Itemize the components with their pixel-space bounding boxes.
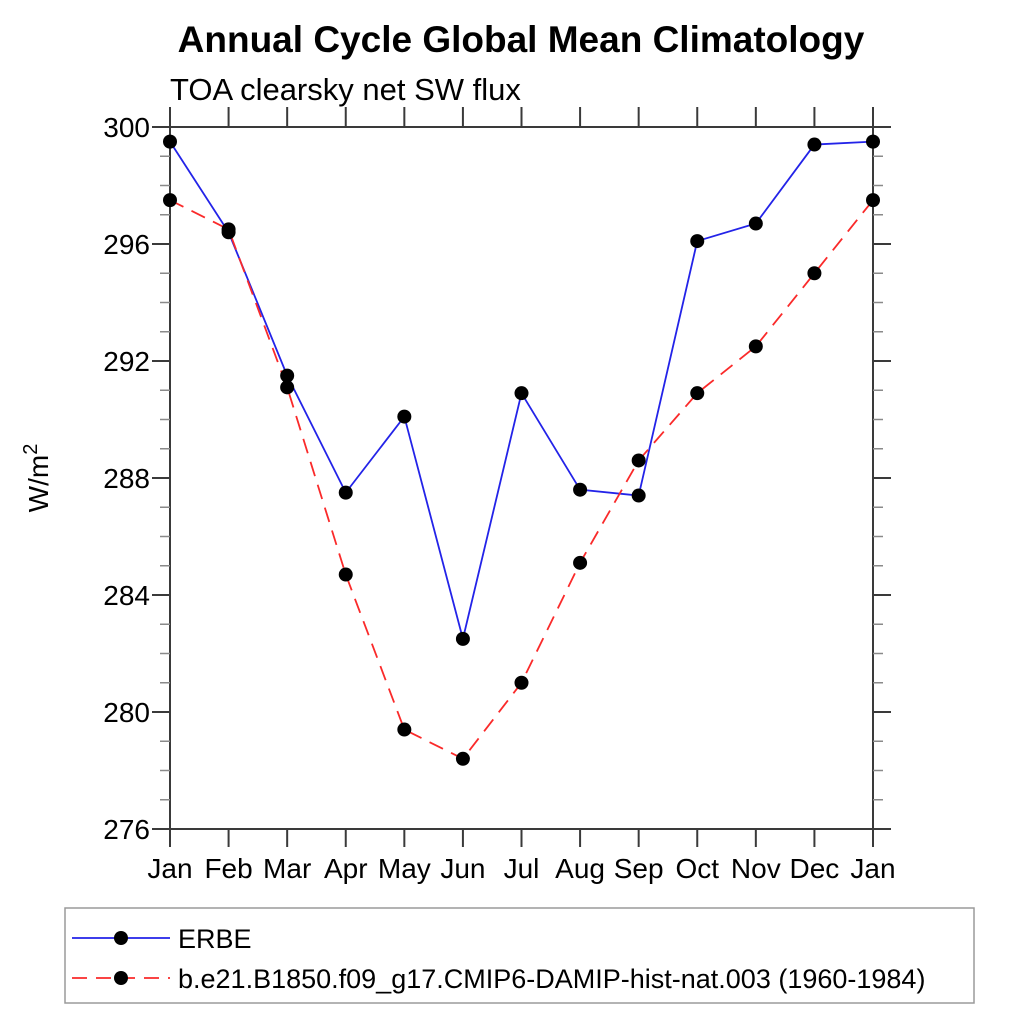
legend-label: ERBE — [178, 924, 252, 954]
x-tick-label: Dec — [790, 853, 840, 884]
data-point-marker-model — [338, 567, 353, 582]
y-axis-label-main: W/m — [23, 455, 54, 513]
data-point-marker-erbe — [514, 386, 529, 401]
data-point-marker-erbe — [866, 134, 880, 149]
legend-entry: ERBE — [72, 924, 252, 954]
y-tick-label: 280 — [103, 697, 150, 728]
y-tick-label: 288 — [103, 463, 150, 494]
x-tick-label: Jan — [850, 853, 895, 884]
x-tick-label: May — [378, 853, 431, 884]
x-tick-label: Mar — [263, 853, 311, 884]
data-point-marker-erbe — [748, 216, 763, 231]
data-point-marker-model — [280, 380, 295, 395]
data-point-marker-erbe — [573, 482, 588, 497]
y-tick-label: 284 — [103, 580, 150, 611]
data-point-marker-erbe — [397, 409, 412, 424]
legend-label: b.e21.B1850.f09_g17.CMIP6-DAMIP-hist-nat… — [178, 964, 925, 994]
data-point-marker-model — [748, 339, 763, 354]
y-tick-label: 276 — [103, 814, 150, 845]
data-point-marker-model — [221, 222, 236, 237]
plot-area: Jan Feb Mar Apr May Jun Jul Aug Sep Oct Nov Dec Jan 2… — [103, 107, 896, 884]
y-axis-label-superscript: 2 — [20, 444, 42, 455]
x-tick-label: Apr — [324, 853, 368, 884]
data-point-marker-model — [631, 453, 646, 468]
x-tick-label: Jun — [440, 853, 485, 884]
legend-marker — [114, 931, 128, 945]
legend-box — [64, 907, 975, 1004]
chart-title: Annual Cycle Global Mean Climatology — [178, 19, 865, 60]
plot-frame — [169, 126, 874, 830]
data-point-marker-model — [455, 751, 470, 766]
data-point-marker-model — [163, 193, 177, 208]
series-line-model — [169, 199, 874, 760]
x-tick-label: Sep — [614, 853, 664, 884]
y-tick-label: 296 — [103, 229, 150, 260]
data-point-marker-erbe — [690, 234, 705, 249]
legend-entry: b.e21.B1850.f09_g17.CMIP6-DAMIP-hist-nat… — [72, 964, 925, 994]
x-tick-label: Nov — [731, 853, 781, 884]
data-point-marker-erbe — [455, 631, 470, 646]
x-tick-label: Jan — [147, 853, 192, 884]
data-point-marker-model — [397, 722, 412, 737]
legend-marker — [114, 971, 128, 985]
data-point-marker-erbe — [631, 488, 646, 503]
data-point-marker-erbe — [163, 134, 177, 149]
x-tick-label: Oct — [675, 853, 719, 884]
y-tick-label: 300 — [103, 112, 150, 143]
x-tick-label: Aug — [555, 853, 605, 884]
data-point-marker-erbe — [338, 485, 353, 500]
data-point-marker-erbe — [807, 137, 822, 152]
x-tick-label: Feb — [204, 853, 252, 884]
data-point-marker-model — [690, 386, 705, 401]
chart-subtitle: TOA clearsky net SW flux — [170, 72, 521, 107]
data-point-marker-erbe — [280, 368, 295, 383]
data-point-marker-model — [573, 555, 588, 570]
data-point-marker-model — [514, 675, 529, 690]
y-tick-label: 292 — [103, 346, 150, 377]
x-tick-label: Jul — [504, 853, 540, 884]
legend: ERBE b.e21.B1850.f09_g17.CMIP6-DAMIP-hist… — [64, 907, 975, 1004]
y-axis-label: W/m2 — [20, 444, 54, 513]
data-point-marker-model — [866, 193, 880, 208]
data-point-marker-model — [807, 266, 822, 281]
